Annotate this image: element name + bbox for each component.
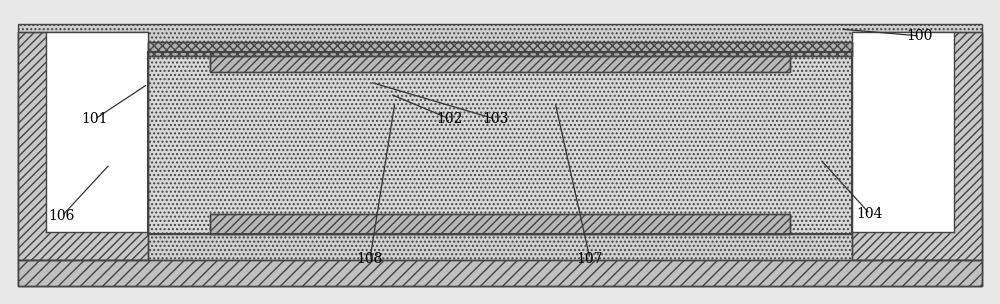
Bar: [210, 52, 790, 72]
Bar: [148, 42, 852, 56]
Bar: [148, 52, 852, 234]
Bar: [210, 214, 790, 234]
Bar: [18, 32, 148, 260]
Text: 100: 100: [907, 29, 933, 43]
Bar: [18, 260, 982, 286]
Bar: [852, 32, 982, 260]
Text: 108: 108: [357, 252, 383, 266]
Bar: [210, 214, 790, 234]
Bar: [148, 42, 852, 56]
Bar: [148, 52, 852, 234]
Bar: [18, 260, 982, 286]
Text: 101: 101: [82, 112, 108, 126]
Bar: [210, 52, 790, 72]
Text: 106: 106: [49, 209, 75, 223]
Bar: [852, 32, 954, 232]
Bar: [852, 32, 982, 260]
Text: 102: 102: [437, 112, 463, 126]
Text: 104: 104: [857, 207, 883, 221]
Text: 107: 107: [577, 252, 603, 266]
Bar: [18, 32, 148, 260]
Bar: [46, 32, 148, 232]
Bar: [18, 24, 982, 286]
Text: 103: 103: [482, 112, 508, 126]
